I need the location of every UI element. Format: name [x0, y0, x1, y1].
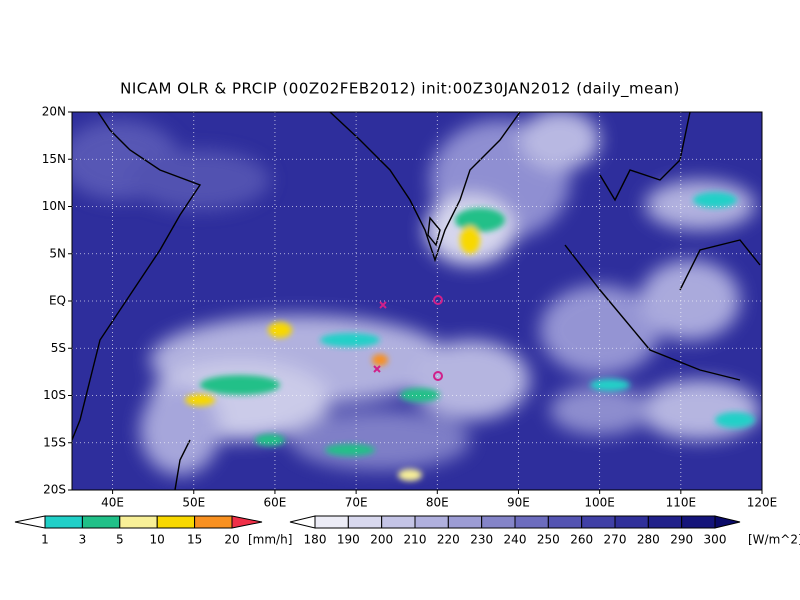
colorbar-box: [514, 515, 549, 529]
lat-tick-label: 15S: [43, 435, 66, 449]
colorbar-label: 5: [116, 533, 124, 547]
grid: [72, 112, 762, 490]
colorbar-box: [447, 515, 483, 529]
lon-tick-label: 120E: [747, 496, 778, 510]
x-marker: [379, 301, 387, 309]
lat-tick-label: 10N: [42, 199, 66, 213]
precip-cells: [185, 192, 755, 481]
colorbar-box: [381, 515, 416, 529]
colorbar-label: 240: [504, 533, 527, 547]
colorbar-box: [314, 515, 349, 529]
lat-tick-label: 20S: [43, 483, 66, 497]
colorbar-box: [581, 515, 616, 529]
lon-tick-label: 40E: [101, 496, 124, 510]
colorbar-label: 250: [537, 533, 560, 547]
lat-tick-label: 10S: [43, 388, 66, 402]
lon-tick-label: 100E: [584, 496, 615, 510]
colorbar-box: [681, 515, 716, 529]
colorbar-box: [44, 515, 83, 529]
colorbar-label: 1: [41, 533, 49, 547]
colorbar-label: 20: [224, 533, 239, 547]
lon-tick-label: 110E: [666, 496, 697, 510]
colorbar-box: [547, 515, 583, 529]
colorbar-label: 190: [337, 533, 360, 547]
lat-tick-label: 15N: [42, 152, 66, 166]
colorbar-box: [647, 515, 683, 529]
colorbar-box: [156, 515, 196, 529]
colorbar-label: 180: [304, 533, 327, 547]
colorbar-label: 200: [370, 533, 393, 547]
map-field: [72, 112, 762, 490]
lon-tick-label: 60E: [264, 496, 287, 510]
colorbar-box: [194, 515, 233, 529]
lat-tick-label: EQ: [49, 294, 66, 308]
x-marker: [373, 365, 381, 373]
colorbar-label: 10: [150, 533, 165, 547]
lon-tick-label: 90E: [507, 496, 530, 510]
lat-tick-label: 5S: [51, 341, 66, 355]
colorbar-box: [347, 515, 383, 529]
markers: [373, 295, 443, 381]
colorbar-label: 290: [670, 533, 693, 547]
lat-tick-label: 5N: [49, 246, 66, 260]
colorbar-box: [81, 515, 121, 529]
colorbar-triangle: [14, 515, 46, 529]
lon-tick-label: 70E: [345, 496, 368, 510]
colorbar-triangle: [714, 515, 741, 529]
lon-tick-label: 80E: [426, 496, 449, 510]
colorbar-unit: [W/m^2]: [748, 533, 800, 547]
colorbar-label: 230: [470, 533, 493, 547]
colorbar-label: 300: [704, 533, 727, 547]
colorbar-label: 280: [637, 533, 660, 547]
colorbar-box: [119, 515, 158, 529]
colorbar-label: 260: [570, 533, 593, 547]
colorbar-triangle: [231, 515, 263, 529]
lon-tick-label: 50E: [182, 496, 205, 510]
colorbar-label: 15: [187, 533, 202, 547]
lat-tick-label: 20N: [42, 105, 66, 119]
colorbar-unit: [mm/h]: [248, 533, 292, 547]
colorbar-label: 220: [437, 533, 460, 547]
map-title: NICAM OLR & PRCIP (00Z02FEB2012) init:00…: [120, 80, 680, 99]
colorbar-box: [481, 515, 516, 529]
colorbar-label: 210: [404, 533, 427, 547]
colorbar-triangle: [289, 515, 316, 529]
circle-marker: [433, 295, 443, 305]
colorbar-label: 270: [604, 533, 627, 547]
circle-marker: [433, 371, 443, 381]
colorbar-label: 3: [79, 533, 87, 547]
coastlines: [72, 112, 761, 490]
colorbar-box: [414, 515, 449, 529]
colorbar-box: [614, 515, 649, 529]
